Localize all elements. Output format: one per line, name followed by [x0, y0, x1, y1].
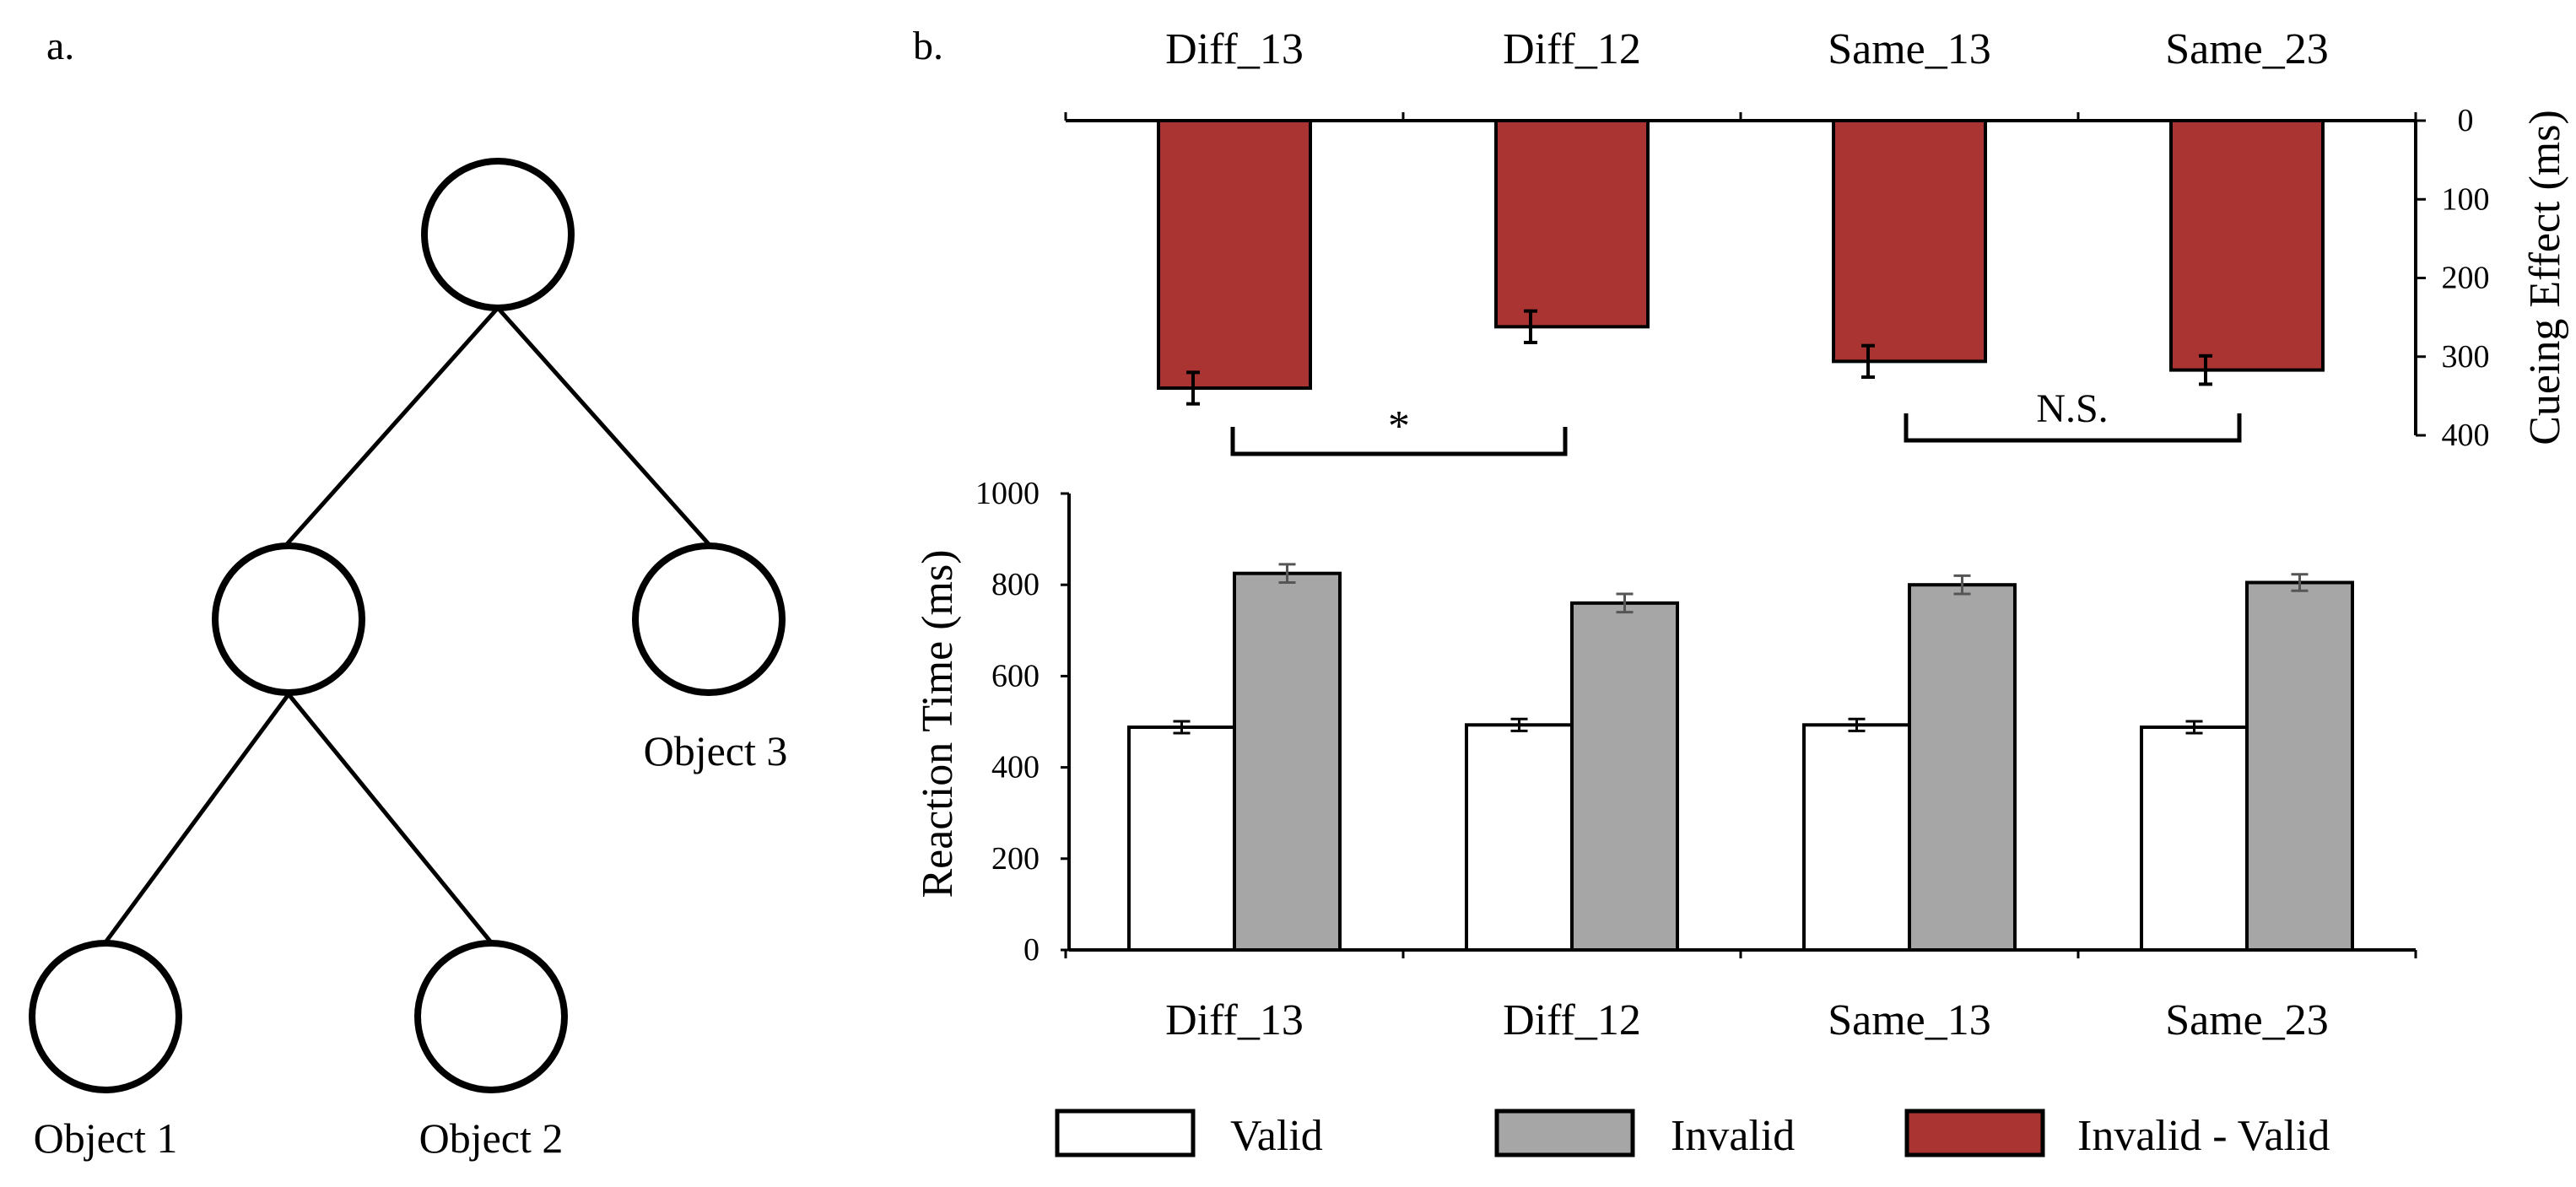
valid-bar — [2140, 725, 2249, 952]
valid-bar — [1802, 723, 1911, 952]
tree-edge — [287, 693, 493, 944]
bottom-y-tick-label: 1000 — [975, 476, 1040, 511]
bottom-y-axis-title: Reaction Time (ms) — [914, 549, 962, 898]
cueing-effect-chart: 0 100 200 300 400 Cueing Effect (ms) Diff_13 Di… — [1064, 25, 2569, 453]
legend-swatch-valid — [1055, 1109, 1196, 1157]
object-1-label: Object 1 — [34, 1114, 178, 1162]
top-y-tick-label: 400 — [2442, 418, 2490, 453]
invalid-bar — [1908, 583, 2017, 952]
top-category-label: Same_23 — [2165, 25, 2329, 73]
bottom-category-label: Diff_13 — [1165, 996, 1304, 1044]
tree-edge — [103, 693, 291, 944]
object-2-label: Object 2 — [419, 1114, 564, 1162]
root-node — [421, 158, 575, 311]
top-y-tick-label: 300 — [2442, 339, 2490, 375]
invalid-bar — [1233, 571, 1342, 952]
top-category-label: Diff_12 — [1503, 25, 1641, 73]
diff-bracket — [1230, 427, 1568, 456]
legend-swatch-invalid — [1494, 1109, 1635, 1157]
panel-a-label: a. — [46, 24, 74, 68]
legend: Valid Invalid Invalid - Valid — [1055, 1109, 2330, 1160]
bottom-category-label: Same_23 — [2165, 996, 2329, 1044]
hierarchy-tree — [29, 158, 786, 1093]
top-y-tick-label: 100 — [2442, 181, 2490, 217]
object-3-node — [632, 542, 786, 696]
bottom-y-tick-label: 800 — [991, 567, 1040, 602]
invalid-bar — [1570, 601, 1679, 952]
cueing-bar — [2169, 119, 2325, 372]
top-category-label: Same_13 — [1828, 25, 1991, 73]
top-y-tick-label: 200 — [2442, 261, 2490, 296]
object-3-label: Object 3 — [644, 727, 788, 774]
panel-b-label: b. — [913, 24, 943, 68]
legend-label-valid: Valid — [1230, 1112, 1323, 1160]
same-bracket — [1904, 413, 2242, 443]
valid-bar — [1127, 725, 1236, 952]
object-2-node — [414, 940, 568, 1093]
bottom-y-tick-label: 600 — [991, 658, 1040, 693]
tree-edge — [285, 306, 500, 546]
bottom-y-tick-label: 400 — [991, 750, 1040, 785]
bottom-y-tick-label: 0 — [1023, 932, 1040, 968]
tree-edge — [496, 306, 710, 546]
legend-swatch-difference — [1904, 1109, 2045, 1157]
bottom-category-label: Same_13 — [1828, 996, 1991, 1044]
group-node — [212, 542, 365, 696]
legend-label-invalid: Invalid — [1671, 1112, 1795, 1160]
bottom-category-label: Diff_12 — [1503, 996, 1641, 1044]
top-y-axis-title: Cueing Effect (ms) — [2521, 110, 2569, 445]
invalid-bar — [2245, 580, 2354, 952]
cueing-bar — [1832, 119, 1987, 364]
diff-significance-label: * — [1388, 402, 1410, 451]
legend-label-difference: Invalid - Valid — [2077, 1112, 2330, 1160]
top-category-label: Diff_13 — [1165, 25, 1304, 73]
reaction-time-chart: 0 200 400 600 800 1000 Reaction Time (ms) Diff_… — [914, 476, 2417, 1044]
cueing-bar — [1494, 119, 1650, 329]
bottom-y-tick-label: 200 — [991, 841, 1040, 877]
cueing-bar — [1157, 119, 1312, 391]
valid-bar — [1465, 723, 1574, 952]
top-y-tick-label: 0 — [2458, 103, 2474, 138]
object-1-node — [29, 940, 182, 1093]
same-significance-label: N.S. — [2036, 386, 2108, 431]
significance-brackets — [1230, 413, 2242, 456]
